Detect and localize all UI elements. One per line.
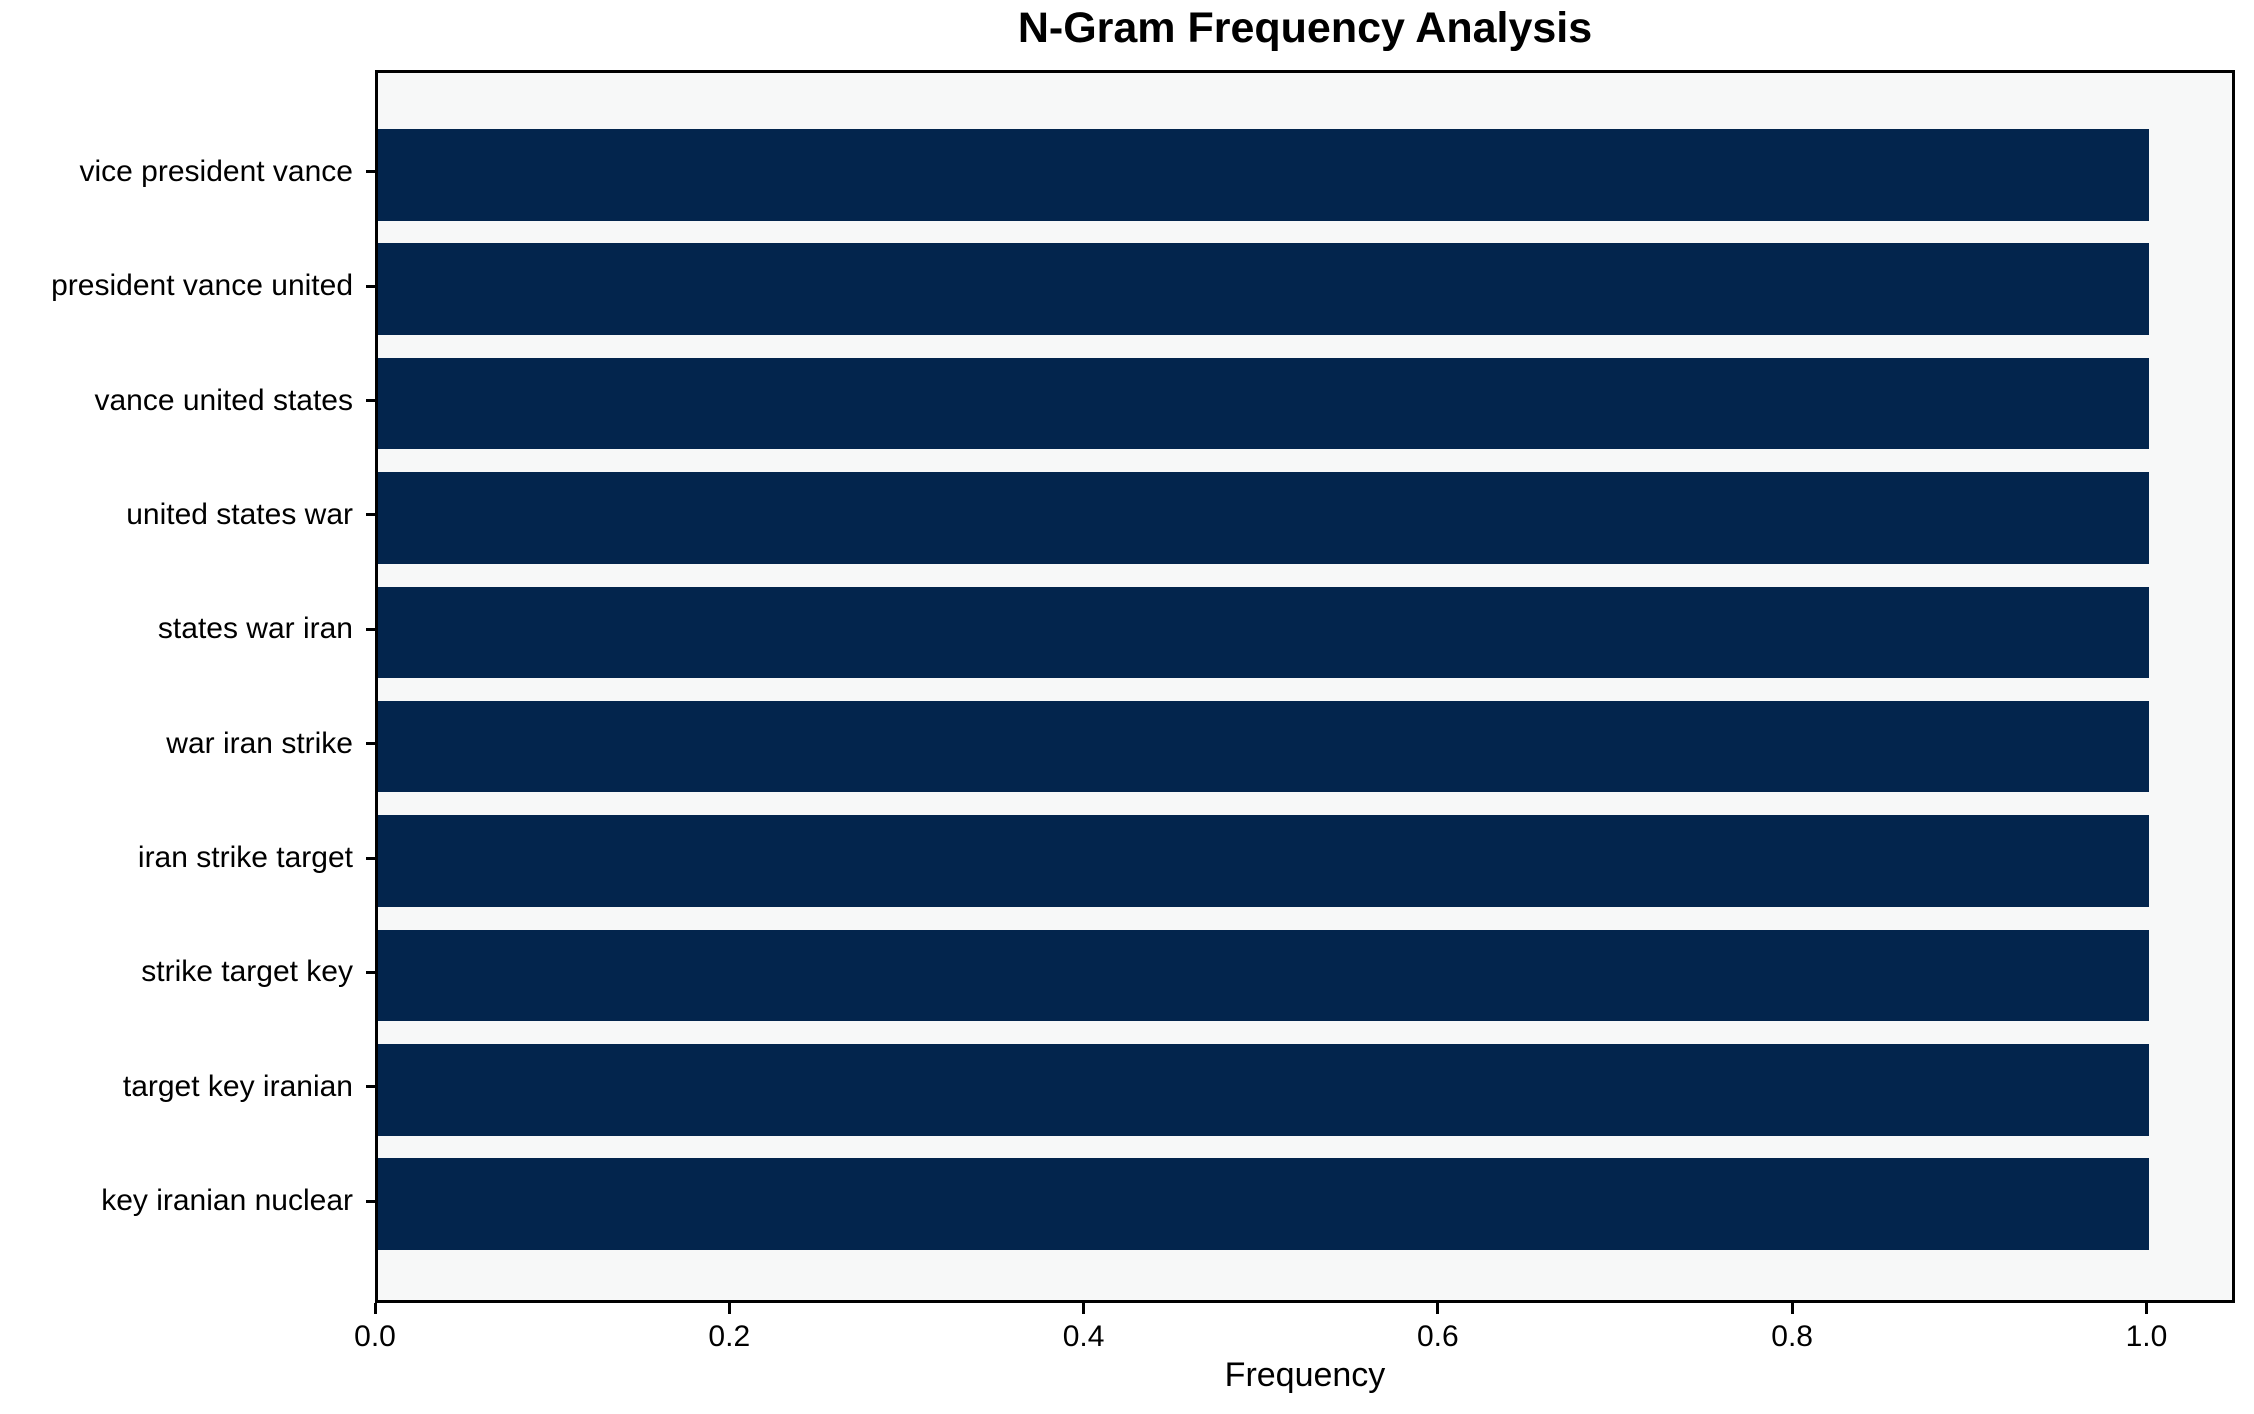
bars-container	[378, 73, 2232, 1300]
x-tick-mark	[1082, 1303, 1086, 1314]
y-tick-label: vance united states	[94, 383, 353, 417]
chart-title: N-Gram Frequency Analysis	[1017, 4, 1593, 52]
bar	[378, 129, 2150, 221]
bar	[378, 1158, 2150, 1250]
x-tick-mark	[727, 1303, 731, 1314]
plot-area	[375, 70, 2235, 1303]
y-tick-mark	[366, 399, 375, 403]
y-tick-mark	[366, 170, 375, 174]
y-tick-mark	[366, 513, 375, 517]
y-tick-label: strike target key	[141, 955, 353, 989]
y-tick-mark	[366, 627, 375, 631]
bar	[378, 1044, 2150, 1136]
y-tick-mark	[366, 1085, 375, 1089]
y-tick-label: states war iran	[157, 612, 353, 646]
bar	[378, 243, 2150, 335]
x-tick-label: 1.0	[2125, 1320, 2168, 1353]
y-tick-label: war iran strike	[166, 726, 353, 760]
x-tick-label: 0.0	[354, 1320, 396, 1353]
bar	[378, 472, 2150, 564]
x-tick-mark	[1790, 1303, 1794, 1314]
bar	[378, 357, 2150, 450]
y-tick-label: key iranian nuclear	[101, 1184, 353, 1218]
bar	[378, 586, 2150, 679]
y-tick-mark	[366, 1199, 375, 1203]
x-tick-label: 0.8	[1771, 1320, 1813, 1353]
x-tick-label: 0.4	[1062, 1320, 1105, 1353]
y-tick-label: iran strike target	[137, 841, 353, 875]
bar	[378, 815, 2150, 907]
x-tick-mark	[2144, 1303, 2148, 1314]
x-tick-label: 0.6	[1416, 1320, 1459, 1353]
y-tick-label: president vance united	[51, 269, 353, 303]
y-tick-mark	[366, 856, 375, 860]
x-axis-label: Frequency	[1224, 1356, 1386, 1394]
y-tick-label: vice president vance	[79, 154, 354, 188]
y-tick-mark	[366, 742, 375, 746]
x-tick-mark	[373, 1303, 377, 1314]
y-tick-mark	[366, 284, 375, 288]
y-tick-label: target key iranian	[122, 1069, 353, 1103]
x-tick-mark	[1436, 1303, 1440, 1314]
y-tick-label: united states war	[126, 497, 353, 531]
bar	[378, 929, 2150, 1022]
y-tick-mark	[366, 970, 375, 974]
bar	[378, 700, 2150, 793]
x-tick-label: 0.2	[708, 1320, 751, 1353]
